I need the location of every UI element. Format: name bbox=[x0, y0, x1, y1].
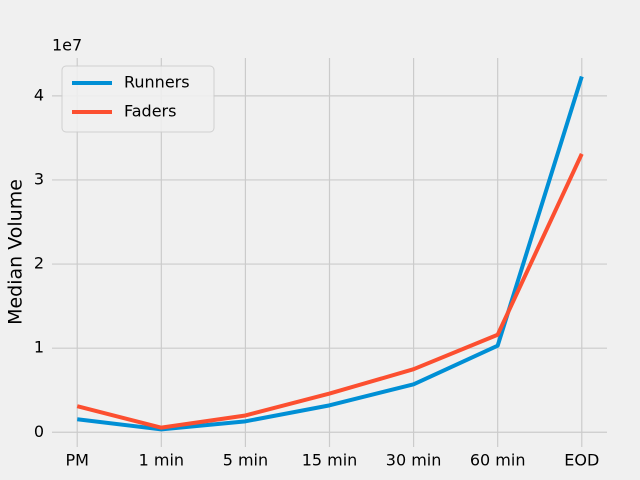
x-tick-label: 1 min bbox=[139, 451, 184, 470]
x-tick-label: 60 min bbox=[470, 451, 526, 470]
x-tick-label: PM bbox=[66, 451, 89, 470]
y-tick-label: 2 bbox=[34, 254, 44, 273]
legend-label: Runners bbox=[124, 73, 190, 92]
x-tick-label: EOD bbox=[564, 451, 599, 470]
x-axis-label: Time period from bbox=[246, 479, 410, 480]
legend-label: Faders bbox=[124, 102, 176, 121]
x-tick-label: 30 min bbox=[386, 451, 442, 470]
line-series bbox=[76, 153, 584, 430]
x-tick-label: 5 min bbox=[223, 451, 268, 470]
y-tick-label: 4 bbox=[34, 85, 44, 104]
y-axis-label: Median Volume bbox=[5, 179, 27, 325]
y-tick-label: 3 bbox=[34, 169, 44, 188]
x-tick-label: 15 min bbox=[302, 451, 358, 470]
y-tick-label: 0 bbox=[34, 422, 44, 441]
y-tick-label: 1 bbox=[34, 338, 44, 357]
y-offset-label: 1e7 bbox=[52, 36, 82, 55]
